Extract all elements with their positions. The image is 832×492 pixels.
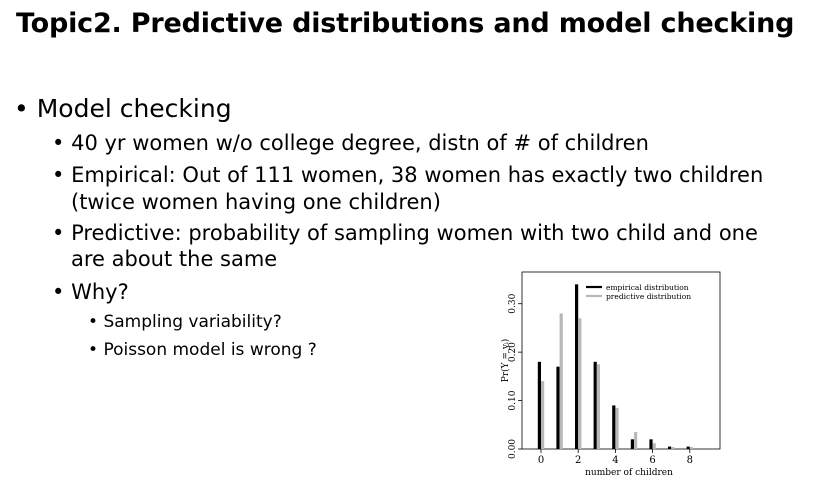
empirical-bar (649, 439, 653, 449)
bullet-marker: • (52, 163, 65, 187)
bullet-text: Predictive: probability of sampling wome… (71, 221, 758, 245)
bullet-marker: • (88, 312, 99, 332)
bullet-marker: • (14, 94, 29, 123)
empirical-bar (668, 446, 672, 449)
bullet-sample-description: • 40 yr women w/o college degree, distn … (52, 131, 649, 155)
predictive-bar (671, 447, 675, 449)
legend-label: empirical distribution (606, 283, 689, 292)
bullet-text: 40 yr women w/o college degree, distn of… (71, 131, 649, 155)
y-tick-label: 0.20 (508, 342, 518, 362)
legend-label: predictive distribution (606, 292, 691, 301)
bullet-text: Model checking (36, 94, 232, 123)
bullet-text: Poisson model is wrong ? (103, 340, 317, 360)
predictive-bar (615, 407, 619, 449)
predictive-bar (559, 313, 563, 449)
bullet-predictive: • Predictive: probability of sampling wo… (52, 221, 758, 245)
y-tick-label: 0.10 (508, 390, 518, 410)
empirical-bar (593, 361, 597, 449)
x-axis-label: number of children (585, 468, 673, 478)
x-tick-label: 2 (575, 455, 581, 466)
empirical-bar (556, 366, 560, 449)
bullet-text: Why? (71, 280, 129, 304)
empirical-bar (537, 361, 541, 449)
bullet-marker: • (52, 131, 65, 155)
x-tick-label: 4 (612, 455, 618, 466)
bullet-marker: • (88, 340, 99, 360)
bullet-text: Sampling variability? (103, 312, 282, 332)
bullet-marker: • (52, 221, 65, 245)
x-tick-label: 6 (649, 455, 655, 466)
predictive-bar (634, 432, 638, 449)
plot-frame (521, 271, 721, 450)
bullet-poisson-wrong: • Poisson model is wrong ? (88, 340, 317, 360)
y-tick-label: 0.30 (508, 293, 518, 313)
empirical-bar (612, 405, 616, 449)
predictive-bar (596, 364, 600, 449)
bullet-empirical: • Empirical: Out of 111 women, 38 women … (52, 163, 763, 187)
x-tick-label: 0 (538, 455, 544, 466)
bullet-text: Empirical: Out of 111 women, 38 women ha… (71, 163, 764, 187)
predictive-bar (578, 318, 582, 449)
bullet-marker: • (52, 280, 65, 304)
bullet-predictive-continuation: are about the same (71, 247, 278, 271)
bullet-sampling-variability: • Sampling variability? (88, 312, 282, 332)
predictive-bar (541, 381, 545, 449)
y-axis-label: Pr(Ỹ = yᵢ) (500, 339, 511, 382)
predictive-check-bar-chart: 0.00 0.10 0.20 0.30 Pr(Ỹ = yᵢ) 0 2 4 6 8 number of… (500, 271, 721, 478)
bullet-empirical-continuation: (twice women having one children) (71, 190, 441, 214)
empirical-bar (630, 439, 634, 449)
empirical-bar (686, 446, 690, 449)
predictive-bar (652, 443, 656, 449)
x-tick-label: 8 (687, 455, 693, 466)
predictive-bar (689, 447, 693, 449)
y-tick-label: 0.00 (508, 439, 518, 459)
slide-title: Topic2. Predictive distributions and mod… (16, 8, 795, 39)
empirical-bar (575, 284, 579, 449)
bullet-model-checking: • Model checking (14, 94, 232, 123)
bullet-why: • Why? (52, 280, 129, 304)
